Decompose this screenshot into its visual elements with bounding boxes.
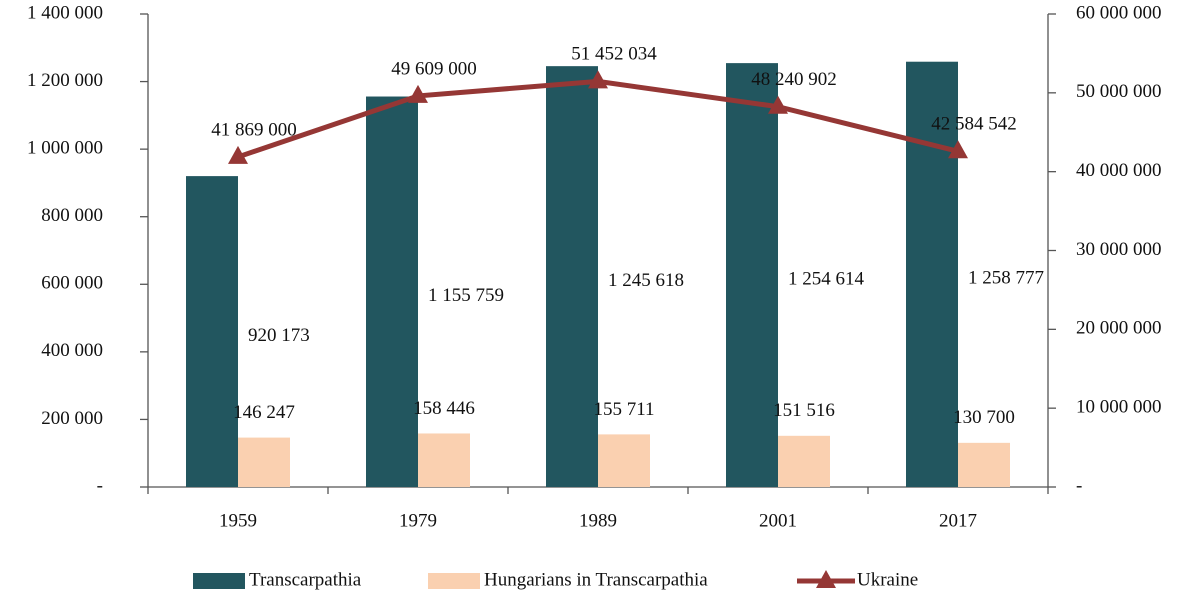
value-label: 51 452 034	[571, 44, 657, 65]
bar	[366, 96, 418, 488]
value-label: 158 446	[413, 398, 475, 419]
bar	[778, 435, 830, 487]
value-label: 42 584 542	[931, 114, 1017, 135]
y2-tick-label: -	[1076, 475, 1082, 496]
value-label: 920 173	[248, 325, 310, 346]
x-tick-label: 1959	[219, 510, 257, 531]
y-tick-label: 800 000	[41, 205, 103, 226]
y-tick-label: 1 400 000	[27, 2, 103, 23]
x-tick-label: 1989	[579, 510, 617, 531]
value-label: 41 869 000	[211, 119, 297, 140]
x-tick-label: 1979	[399, 510, 437, 531]
value-label: 146 247	[233, 402, 295, 423]
value-label: 48 240 902	[751, 69, 837, 90]
bar	[186, 176, 238, 487]
bar	[546, 66, 598, 487]
value-label: 151 516	[773, 400, 835, 421]
y2-tick-label: 50 000 000	[1076, 81, 1162, 102]
value-label: 1 254 614	[788, 268, 865, 289]
marker	[228, 145, 248, 164]
y2-tick-label: 30 000 000	[1076, 239, 1162, 260]
value-label: 1 245 618	[608, 270, 684, 291]
y-tick-label: 1 000 000	[27, 138, 103, 159]
y2-tick-label: 10 000 000	[1076, 397, 1162, 418]
value-label: 130 700	[953, 407, 1015, 428]
value-label: 1 258 777	[968, 268, 1044, 289]
y-tick-label: 200 000	[41, 408, 103, 429]
y2-tick-label: 60 000 000	[1076, 2, 1162, 23]
value-label: 1 155 759	[428, 285, 504, 306]
legend-swatch	[816, 570, 836, 588]
value-label: 155 711	[593, 399, 654, 420]
bar	[418, 433, 470, 487]
marker	[948, 140, 968, 159]
value-label: 49 609 000	[391, 58, 477, 79]
marker	[768, 95, 788, 114]
x-tick-label: 2001	[759, 510, 797, 531]
bar	[598, 434, 650, 487]
legend-swatch	[428, 573, 480, 589]
y-tick-label: 600 000	[41, 273, 103, 294]
bar	[726, 63, 778, 488]
legend-label: Hungarians in Transcarpathia	[484, 569, 708, 590]
legend-label: Transcarpathia	[249, 569, 362, 590]
y-tick-label: -	[97, 475, 103, 496]
bar	[906, 61, 958, 488]
y2-tick-label: 40 000 000	[1076, 160, 1162, 181]
bar	[958, 442, 1010, 487]
marker	[588, 70, 608, 89]
marker	[408, 84, 428, 103]
x-tick-label: 2017	[939, 510, 977, 531]
legend-label: Ukraine	[857, 569, 918, 590]
y-tick-label: 1 200 000	[27, 70, 103, 91]
legend-swatch	[193, 573, 245, 589]
y-tick-label: 400 000	[41, 340, 103, 361]
bar	[238, 437, 290, 487]
y2-tick-label: 20 000 000	[1076, 318, 1162, 339]
